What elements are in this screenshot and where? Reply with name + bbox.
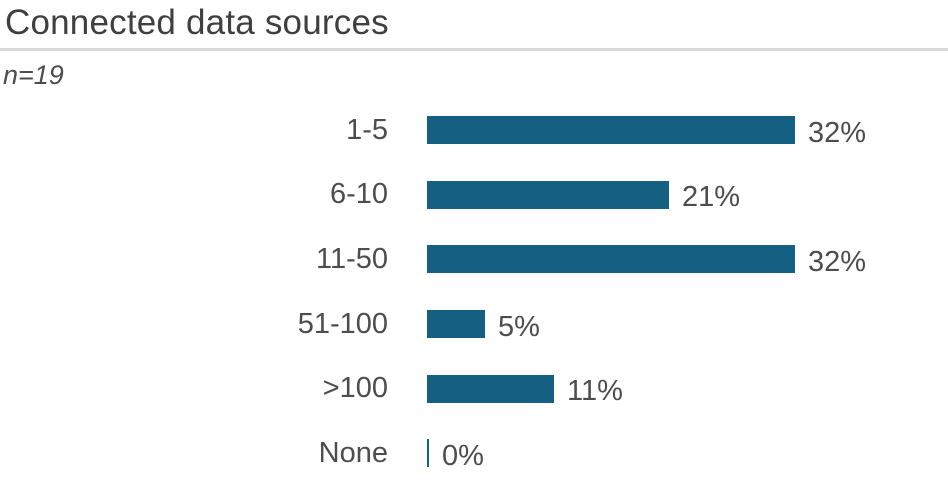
bar-track: 32%: [427, 98, 948, 163]
sample-size-label: n=19: [3, 60, 64, 90]
value-label: 11%: [567, 375, 623, 408]
category-label: None: [318, 436, 388, 469]
value-label: 0%: [442, 439, 484, 472]
category-label: >100: [322, 372, 388, 405]
bar-track: 32%: [427, 227, 948, 292]
chart-row-51-100: 51-100 5%: [0, 292, 948, 357]
value-label: 5%: [498, 310, 540, 343]
bar-chart-plot-area: 1-5 32% 6-10 21% 11-50 32% 51-100: [0, 98, 948, 482]
chart-row-11-50: 11-50 32%: [0, 227, 948, 292]
bar-track: 11%: [427, 356, 948, 421]
bar-track: 5%: [427, 292, 948, 357]
bar-6-10: [427, 180, 669, 209]
chart-row-gt-100: >100 11%: [0, 356, 948, 421]
bar-gt-100: [427, 374, 554, 403]
bar-track: 21%: [427, 163, 948, 228]
chart-title: Connected data sources: [5, 3, 389, 42]
category-label: 51-100: [297, 307, 388, 340]
value-label: 21%: [682, 181, 741, 214]
title-divider: [0, 48, 948, 51]
chart-row-none: None 0%: [0, 421, 948, 482]
category-label: 11-50: [315, 242, 388, 275]
chart-row-6-10: 6-10 21%: [0, 163, 948, 228]
value-label: 32%: [808, 116, 867, 149]
category-label: 6-10: [329, 178, 388, 211]
bar-1-5: [427, 116, 795, 145]
category-label: 1-5: [346, 113, 388, 146]
bar-11-50: [427, 245, 795, 274]
bar-51-100: [427, 310, 485, 339]
chart-row-1-5: 1-5 32%: [0, 98, 948, 163]
bar-none: [427, 439, 429, 468]
bar-track: 0%: [427, 421, 948, 482]
value-label: 32%: [808, 245, 867, 278]
